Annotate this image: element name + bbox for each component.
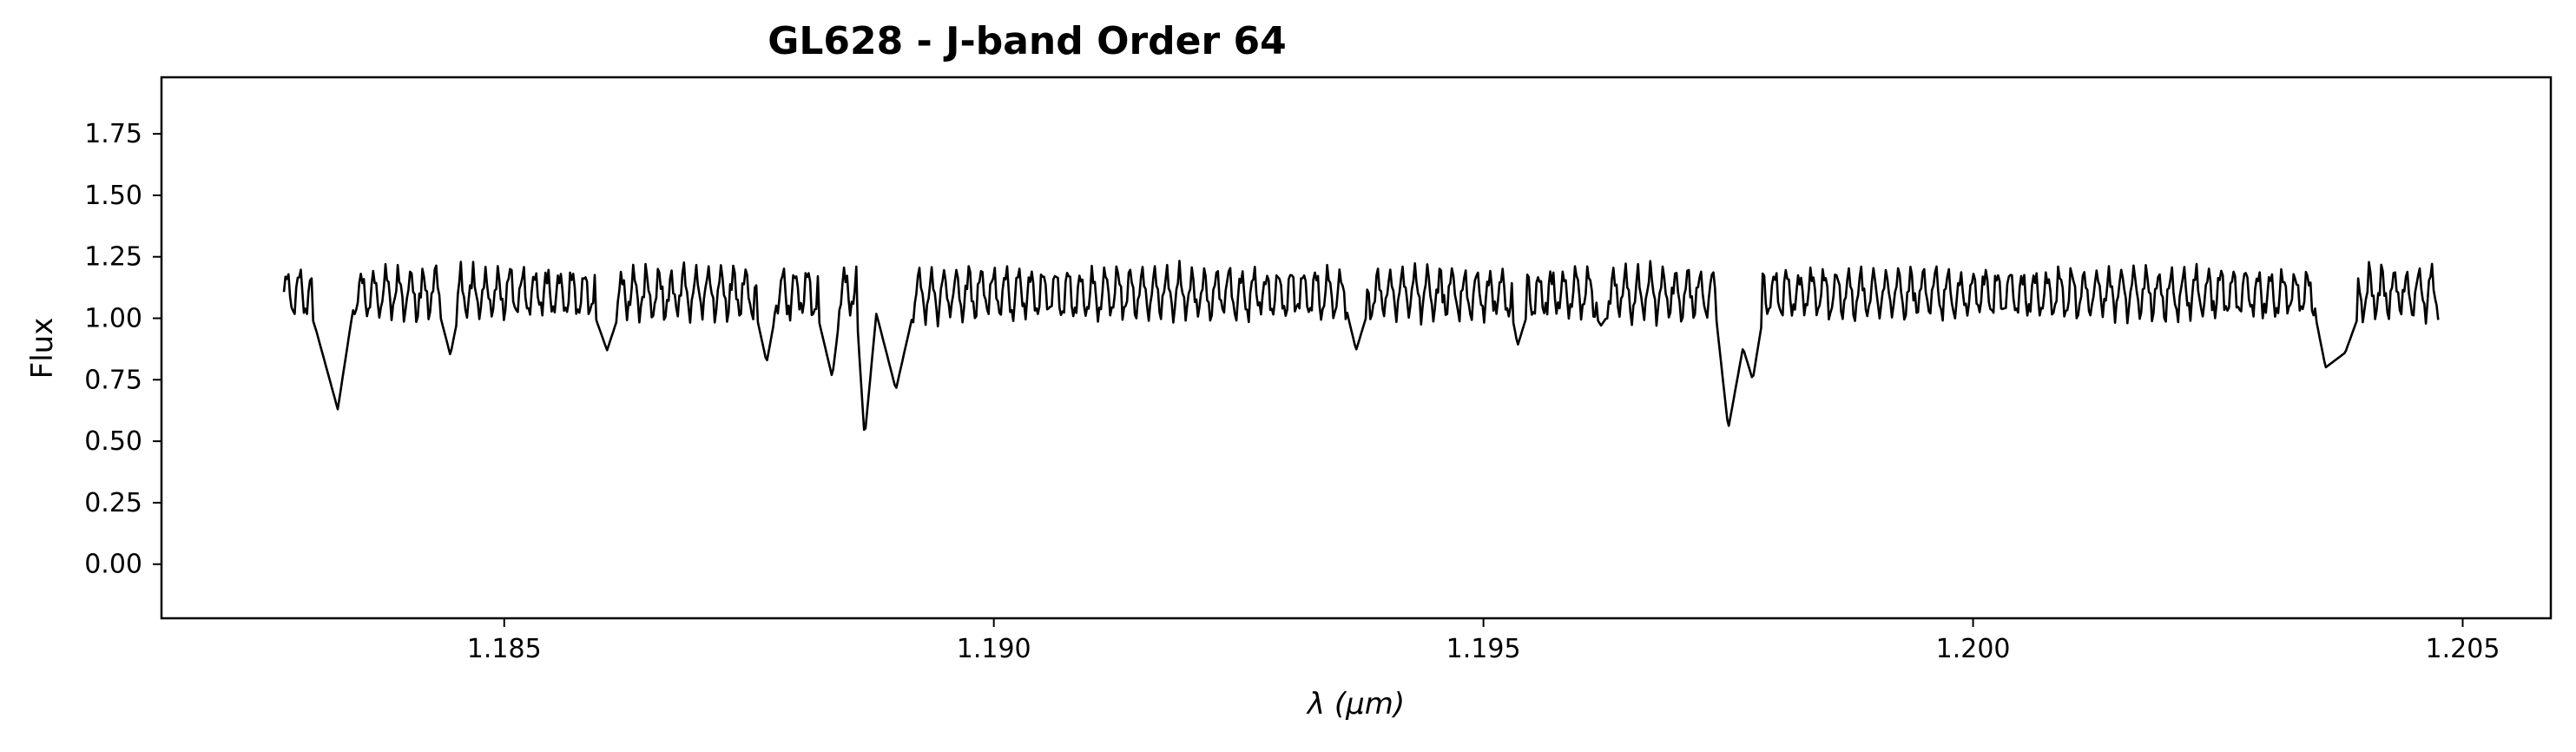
y-tick-label: 0.00: [84, 550, 142, 580]
chart-title: GL628 - J-band Order 64: [768, 19, 1287, 63]
y-axis-ticks: 0.00 0.25 0.50 0.75 1.00 1.25 1.50 1.75: [84, 119, 161, 580]
x-tick-label: 1.205: [2426, 634, 2500, 664]
x-tick-label: 1.185: [467, 634, 542, 664]
plot-frame: [160, 76, 2553, 620]
y-tick-label: 1.50: [84, 181, 142, 211]
x-tick-label: 1.190: [957, 634, 1031, 664]
y-tick-label: 0.25: [84, 488, 142, 518]
x-tick-label: 1.195: [1446, 634, 1521, 664]
y-axis-label: Flux: [25, 318, 60, 379]
x-axis-ticks: 1.185 1.190 1.195 1.200 1.205: [467, 618, 2500, 664]
y-tick-label: 0.50: [84, 426, 142, 457]
y-tick-label: 1.00: [84, 304, 142, 334]
y-tick-label: 1.75: [84, 119, 142, 149]
y-tick-label: 1.25: [84, 242, 142, 273]
y-tick-label: 0.75: [84, 365, 142, 395]
x-tick-label: 1.200: [1936, 634, 2011, 664]
spectrum-line: [282, 260, 2440, 432]
x-axis-label: λ (μm): [1306, 687, 1405, 722]
